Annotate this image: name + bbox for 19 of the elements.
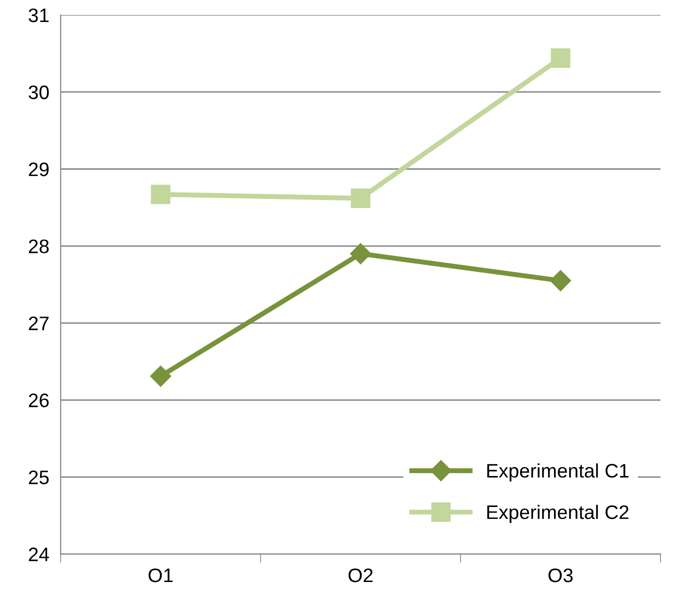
x-tick-label: O2	[348, 568, 373, 582]
point	[350, 243, 372, 264]
legend-label: Experimental C1	[487, 463, 628, 482]
y-tick-label: 25	[28, 470, 49, 484]
y-tick-label: 31	[28, 8, 49, 22]
x-tick-label: O3	[548, 568, 573, 582]
x-tick-label: O1	[148, 568, 173, 582]
y-tick-label: 24	[28, 548, 49, 562]
y-tick-label: 26	[28, 394, 49, 408]
y-tick-label: 29	[28, 162, 49, 176]
legend-label: Experimental C2	[487, 504, 628, 523]
point	[150, 184, 170, 204]
point	[550, 270, 572, 292]
point	[150, 366, 172, 387]
y-tick-label: 27	[28, 316, 49, 330]
point	[550, 48, 570, 68]
y-tick-label: 28	[28, 239, 49, 254]
y-tick-label: 30	[28, 85, 49, 100]
point	[350, 188, 370, 208]
